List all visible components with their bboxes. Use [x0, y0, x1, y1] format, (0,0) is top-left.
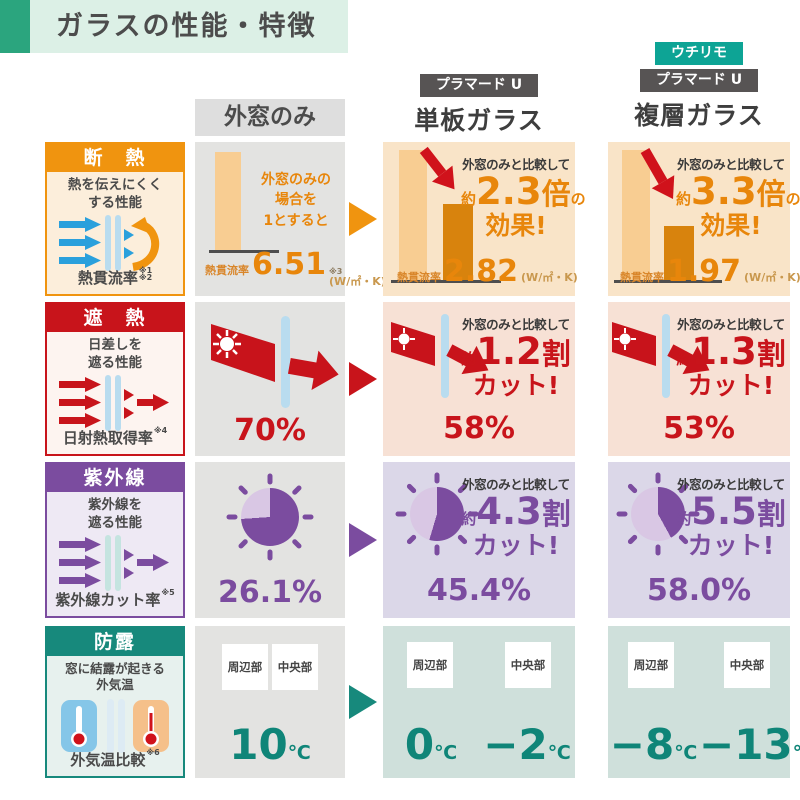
temperature-value: −8℃ [609, 720, 698, 769]
row-title: 遮 熱 [47, 304, 183, 332]
heat-shield-arrows-icon [59, 375, 169, 432]
red-down-arrow-icon [419, 146, 455, 190]
temperature-value: 10℃ [229, 720, 311, 769]
heat-shield-base-card: 70% [195, 302, 345, 456]
base-bar [622, 150, 650, 280]
row-metric-label: 外気温比較 ※6 [70, 748, 160, 769]
edge-label-box: 周辺部 [407, 642, 453, 688]
chart-baseline [614, 280, 722, 283]
title-accent-square [0, 0, 30, 53]
insulation-label-card: 断 熱 熱を伝えにくく する性能 熱貫流率 ※1 ※2 [45, 142, 185, 296]
plamado-badge: プラマード U [639, 69, 759, 92]
heat-shield-double-card: 外窓のみと比較して 約1.3割 カット! 53% [608, 302, 790, 456]
condensation-base-card: 周辺部 中央部 10℃ [195, 626, 345, 778]
comparison-text: 外窓のみと比較して 約1.2割 カット! [461, 317, 571, 400]
heat-shield-label-card: 遮 熱 日差しを 遮る性能 日射熱取得率 ※4 [45, 302, 185, 456]
percentage-value: 58% [443, 411, 515, 446]
percentage-value: 58.0% [646, 573, 752, 608]
next-step-arrow-icon [349, 362, 377, 396]
row-title: 紫外線 [47, 464, 183, 492]
uv-pie [410, 487, 464, 541]
insulation-double-card: 外窓のみと比較して 約3.3倍の 効果! 熱貫流率 1.97 (W/㎡・K) [608, 142, 800, 296]
row-insulation: 断 熱 熱を伝えにくく する性能 熱貫流率 ※1 ※2 [0, 142, 800, 296]
column-header-outer-only: 外窓のみ [195, 99, 345, 136]
percentage-value: 53% [663, 411, 735, 446]
insulation-single-card: 外窓のみと比較して 約2.3倍の 効果! 熱貫流率 2.82 (W/㎡・K) [383, 142, 586, 296]
base-note: 外窓のみの 場合を 1とすると [261, 172, 331, 229]
edge-label-box: 周辺部 [222, 644, 268, 690]
improved-bar [664, 226, 694, 280]
temperature-value: −2℃ [483, 720, 571, 769]
row-description: 紫外線を 遮る性能 [88, 497, 142, 531]
uv-label-card: 紫外線 紫外線を 遮る性能 紫外線カット率 ※5 [45, 462, 185, 618]
row-description: 熱を伝えにくく する性能 [67, 177, 163, 211]
temperature-value: −13℃ [699, 720, 800, 769]
heat-shield-single-card: 外窓のみと比較して 約1.2割 カット! 58% [383, 302, 575, 456]
chart-baseline [209, 250, 279, 253]
next-step-arrow-icon [349, 202, 377, 236]
condensation-label-card: 防露 窓に結露が起きる 外気温 外気温比較 ※6 [45, 626, 185, 778]
condensation-single-card: 周辺部 中央部 0℃ −2℃ [383, 626, 575, 778]
column-name-double: 複層ガラス [634, 101, 764, 130]
uchirimo-badge: ウチリモ [655, 42, 743, 65]
base-bar [399, 150, 427, 280]
uv-base-card: 26.1% [195, 462, 345, 618]
thermometers-icon [61, 698, 169, 753]
insulation-base-card: 外窓のみの 場合を 1とすると 熱貫流率 6.51 ※3 (W/㎡・K) [195, 142, 386, 296]
center-label-box: 中央部 [272, 644, 318, 690]
row-uv: 紫外線 紫外線を 遮る性能 紫外線カット率 ※5 [0, 462, 800, 618]
title-bar [30, 0, 348, 53]
uv-pie [631, 487, 685, 541]
uv-arrows-icon [59, 535, 169, 592]
percentage-value: 26.1% [217, 575, 323, 610]
center-label-box: 中央部 [505, 642, 551, 688]
improved-bar [443, 204, 473, 280]
row-title: 防露 [47, 628, 183, 656]
row-condensation: 防露 窓に結露が起きる 外気温 外気温比較 ※6 周辺部 中央 [0, 626, 800, 778]
comparison-text: 外窓のみと比較して 約3.3倍の 効果! [676, 157, 800, 240]
center-label-box: 中央部 [724, 642, 770, 688]
comparison-text: 外窓のみと比較して 約1.3割 カット! [676, 317, 786, 400]
row-metric-label: 熱貫流率 ※1 ※2 [77, 266, 153, 287]
sun-pie-icon [616, 472, 700, 556]
uv-double-card: 外窓のみと比較して 約5.5割 カット! 58.0% [608, 462, 790, 618]
comparison-text: 外窓のみと比較して 約5.5割 カット! [676, 477, 786, 560]
sun-pie-icon [226, 473, 314, 561]
column-header-double-glass: ウチリモ プラマード U 複層ガラス [608, 42, 790, 132]
comparison-text: 外窓のみと比較して 約2.3倍の 効果! [461, 157, 586, 240]
condensation-double-card: 周辺部 中央部 −8℃ −13℃ [608, 626, 800, 778]
base-bar [215, 152, 241, 250]
plamado-badge: プラマード U [419, 74, 539, 97]
column-header-single-glass: プラマード U 単板ガラス [383, 74, 575, 137]
row-description: 日差しを 遮る性能 [88, 337, 142, 371]
percentage-value: 45.4% [426, 573, 532, 608]
u-value-line: 熱貫流率 1.97 (W/㎡・K) [620, 254, 800, 289]
next-step-arrow-icon [349, 523, 377, 557]
insulation-arrows-icon [59, 215, 160, 272]
row-metric-label: 紫外線カット率 ※5 [55, 588, 175, 609]
comparison-text: 外窓のみと比較して 約4.3割 カット! [461, 477, 571, 560]
sun-pie-icon [395, 472, 479, 556]
sun-arrow-icon [391, 314, 489, 398]
u-value-line: 熱貫流率 6.51 ※3 (W/㎡・K) [205, 247, 386, 288]
red-down-arrow-icon [640, 148, 675, 200]
sun-arrow-icon [612, 314, 710, 398]
u-value-line: 熱貫流率 2.82 (W/㎡・K) [397, 254, 578, 289]
sun-arrow-icon [211, 316, 339, 408]
chart-baseline [391, 280, 501, 283]
row-title: 断 熱 [47, 144, 183, 172]
column-name-single: 単板ガラス [414, 106, 544, 135]
row-description: 窓に結露が起きる 外気温 [65, 661, 165, 693]
page-title: ガラスの性能・特徴 [56, 11, 317, 42]
uv-single-card: 外窓のみと比較して 約4.3割 カット! 45.4% [383, 462, 575, 618]
row-heat-shield: 遮 熱 日差しを 遮る性能 日射熱取得率 ※4 [0, 302, 800, 456]
uv-pie [241, 488, 299, 546]
percentage-value: 70% [234, 413, 306, 448]
temperature-value: 0℃ [404, 720, 458, 769]
row-metric-label: 日射熱取得率 ※4 [62, 426, 168, 447]
next-step-arrow-icon [349, 685, 377, 719]
edge-label-box: 周辺部 [628, 642, 674, 688]
